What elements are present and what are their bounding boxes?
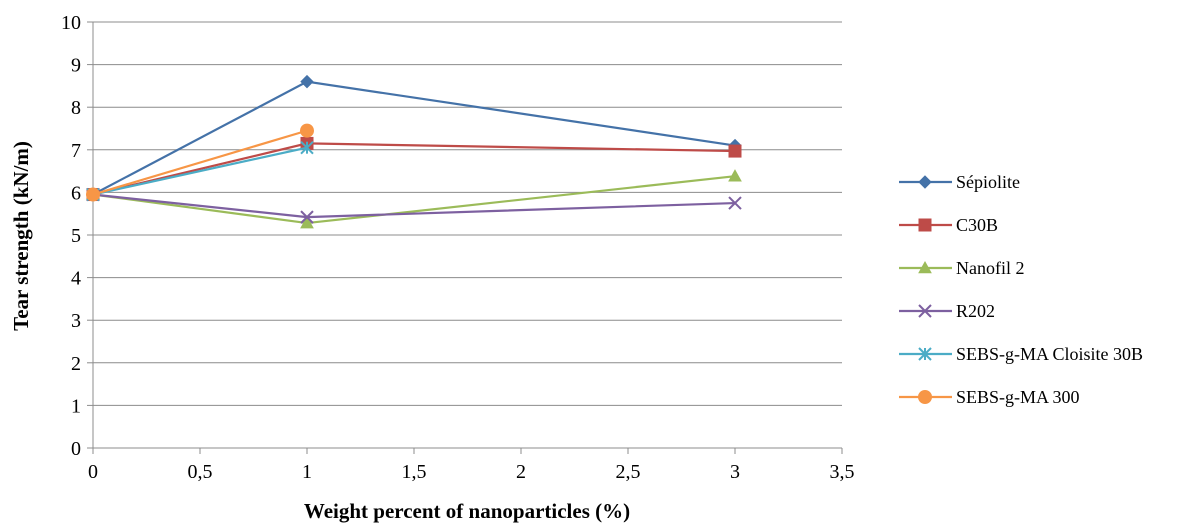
y-tick-label: 0: [71, 438, 81, 460]
legend: Sépiolite C30B Nanofil 2 R202 SEBS-g-MA Cloi…: [899, 172, 1143, 407]
legend-label: SEBS-g-MA 300: [956, 387, 1080, 407]
series-3-point: [300, 210, 314, 224]
legend-swatch-marker: [918, 304, 932, 318]
x-tick-label: 2,5: [616, 461, 641, 483]
x-tick-label: 3,5: [830, 461, 855, 483]
series-4-point: [300, 140, 314, 155]
legend-swatch-marker: [918, 260, 932, 274]
series-5-line: [92, 129, 308, 196]
series-0-point: [300, 74, 314, 89]
legend-item: C30B: [899, 215, 998, 235]
y-tick-label: 7: [71, 140, 81, 162]
y-tick-label: 1: [71, 395, 81, 417]
legend-item: SEBS-g-MA Cloisite 30B: [899, 344, 1143, 364]
x-tick-label: 3: [730, 461, 740, 483]
legend-label: C30B: [956, 215, 998, 235]
series-5: [86, 123, 314, 202]
series-1-point: [728, 144, 742, 158]
series-3-point: [728, 196, 742, 210]
legend-item: SEBS-g-MA 300: [899, 387, 1080, 407]
series-5-point: [86, 187, 100, 202]
legend-item: Sépiolite: [899, 172, 1020, 192]
series-0: [86, 74, 742, 202]
series-5-point: [300, 123, 314, 138]
legend-swatch-marker: [918, 390, 932, 404]
series-2: [86, 169, 742, 229]
grid-layer: [93, 21, 842, 406]
y-tick-label: 10: [61, 12, 81, 34]
legend-item: Nanofil 2: [899, 258, 1024, 278]
x-tick-label: 1: [302, 461, 312, 483]
series-2-line: [92, 175, 736, 225]
legend-label: SEBS-g-MA Cloisite 30B: [956, 344, 1143, 364]
y-tick-label: 8: [71, 97, 81, 119]
series-2-point: [300, 216, 314, 229]
legend-item: R202: [899, 301, 995, 321]
legend-label: Sépiolite: [956, 172, 1020, 192]
y-tick-label: 5: [71, 225, 81, 247]
y-axis-title: Tear strength (kN/m): [9, 141, 33, 331]
y-tick-label: 6: [71, 182, 81, 204]
x-tick-label: 2: [516, 461, 526, 483]
y-tick-label: 9: [71, 55, 81, 77]
y-tick-label: 4: [71, 268, 81, 290]
series-3-line: [92, 193, 736, 219]
series-4-line: [92, 146, 308, 196]
x-tick-label: 0,5: [188, 461, 213, 483]
legend-label: R202: [956, 301, 995, 321]
x-tick-label: 0: [88, 461, 98, 483]
legend-swatch-marker: [918, 175, 932, 189]
y-tick-label: 2: [71, 353, 81, 375]
y-tick-label: 3: [71, 310, 81, 332]
axis-layer: 0 1 2 3 4 5 6 7 8 9 10 0 0,5 1 1,5 2 2,5 3 3,5: [61, 12, 855, 483]
x-axis-title: Weight percent of nanoparticles (%): [304, 499, 630, 523]
legend-label: Nanofil 2: [956, 258, 1024, 278]
series-2-point: [728, 169, 742, 182]
series-layer: [86, 74, 742, 229]
legend-swatch-marker: [918, 347, 932, 361]
legend-swatch-marker: [918, 218, 932, 232]
x-tick-label: 1,5: [402, 461, 427, 483]
series-0-line: [92, 80, 736, 196]
